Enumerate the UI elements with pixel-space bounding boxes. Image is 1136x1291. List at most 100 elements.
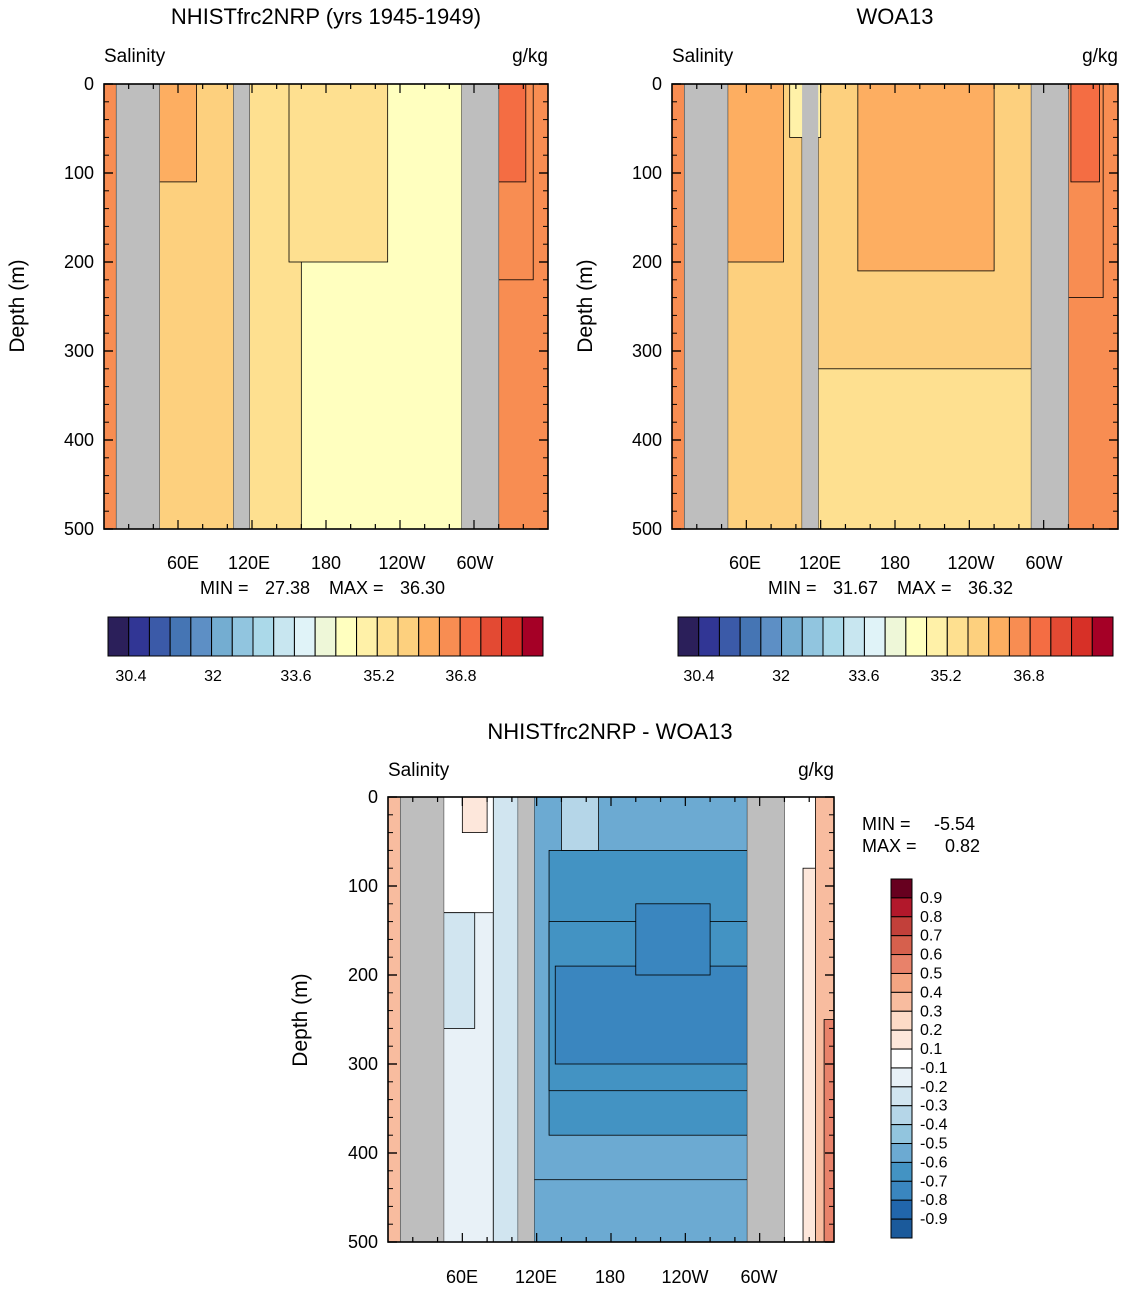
obs-right-string: g/kg (1082, 46, 1118, 67)
diff-cbar-label-10: -0.2 (920, 1079, 948, 1096)
diff-cbar-label-0: 0.9 (920, 890, 942, 907)
model-cbar-swatch-15 (418, 616, 440, 657)
diff-cbar-label-4: 0.5 (920, 965, 942, 982)
obs-colorbar (677, 616, 1114, 657)
model-min-value: 27.38 (265, 578, 310, 598)
model-field-region-2 (159, 83, 197, 183)
diff-field-region-4 (461, 796, 488, 833)
model-cbar-swatch-18 (480, 616, 503, 657)
diff-panel: NHISTfrc2NRP - WOA13 Salinity g/kg Depth… (289, 719, 980, 1287)
diff-cbar-label-6: 0.3 (920, 1003, 942, 1020)
obs-plot-area: 0 100 200 300 400 500 (632, 74, 1119, 539)
obs-min-label: MIN = (768, 578, 817, 598)
diff-min-value: -5.54 (934, 814, 975, 834)
diff-min-label: MIN = (862, 814, 911, 834)
obs-cbar-swatch-14 (967, 616, 990, 657)
diff-cbar-swatch-7 (890, 1010, 913, 1031)
diff-y-tick-label-0: 0 (368, 787, 378, 807)
diff-y-tick-label-500: 500 (348, 1232, 378, 1252)
diff-cbar-swatch-14 (890, 1143, 913, 1163)
diff-cbar-label-15: -0.7 (920, 1173, 948, 1190)
model-y-tick-label-400: 400 (64, 430, 94, 450)
model-cbar-swatch-16 (438, 616, 461, 657)
diff-cbar-swatch-17 (890, 1199, 913, 1220)
diff-left-string: Salinity (388, 760, 450, 781)
obs-panel: WOA13 Salinity g/kg Depth (m) 0 100 200 300… (574, 4, 1119, 685)
obs-field-region-9 (1070, 83, 1100, 183)
diff-cbar-swatch-6 (890, 991, 913, 1012)
model-cbar-swatch-11 (335, 616, 358, 657)
diff-stats: MIN = -5.54 MAX = 0.82 (862, 814, 980, 856)
obs-cbar-swatch-11 (905, 616, 928, 657)
diff-field-region-12 (561, 796, 600, 851)
model-land-band-1 (233, 84, 250, 529)
model-x-tick-180: 180 (311, 553, 341, 573)
obs-field-region-5 (857, 83, 995, 272)
diff-y-tick-label-400: 400 (348, 1143, 378, 1163)
diff-x-tick-180: 180 (595, 1267, 625, 1287)
diff-max-label: MAX = (862, 836, 917, 856)
obs-cbar-swatch-4 (760, 616, 783, 657)
model-x-tick-60e: 60E (167, 553, 199, 573)
obs-cbar-label-36.8: 36.8 (1013, 668, 1044, 685)
obs-cbar-swatch-17 (1029, 616, 1052, 657)
diff-cbar-label-11: -0.3 (920, 1098, 948, 1115)
diff-land-band-2 (747, 797, 785, 1242)
model-cbar-swatch-9 (293, 616, 316, 657)
diff-max-value: 0.82 (945, 836, 980, 856)
diff-cbar-label-5: 0.4 (920, 984, 942, 1001)
diff-land-band-1 (518, 797, 535, 1242)
model-cbar-label-33.6: 33.6 (280, 668, 311, 685)
obs-title: WOA13 (856, 4, 933, 29)
model-cbar-label-35.2: 35.2 (363, 668, 394, 685)
model-x-tick-120w: 120W (378, 553, 425, 573)
diff-cbar-swatch-1 (890, 897, 913, 918)
diff-cbar-label-17: -0.9 (920, 1211, 948, 1228)
obs-y-tick-label-100: 100 (632, 163, 662, 183)
obs-min-value: 31.67 (833, 578, 878, 598)
model-cbar-swatch-20 (521, 616, 544, 657)
diff-cbar-swatch-5 (890, 972, 913, 993)
obs-cbar-swatch-2 (718, 616, 741, 657)
diff-cbar-label-16: -0.8 (920, 1192, 948, 1209)
diff-cbar-label-8: 0.1 (920, 1041, 942, 1058)
obs-cbar-label-33.6: 33.6 (848, 668, 879, 685)
diff-cbar-swatch-11 (890, 1086, 913, 1107)
model-stats: MIN = 27.38 MAX = 36.30 (200, 578, 445, 598)
diff-cbar-label-7: 0.2 (920, 1022, 942, 1039)
model-right-string: g/kg (512, 46, 548, 67)
obs-max-value: 36.32 (968, 578, 1013, 598)
obs-cbar-swatch-3 (739, 616, 762, 657)
diff-cbar-swatch-10 (890, 1067, 913, 1088)
diff-cbar-label-13: -0.5 (920, 1136, 948, 1153)
model-cbar-swatch-1 (128, 616, 150, 657)
model-cbar-swatch-10 (314, 616, 337, 657)
obs-land-band-0 (684, 84, 728, 529)
obs-land-band-1 (802, 84, 819, 529)
diff-cbar-label-1: 0.8 (920, 909, 942, 926)
obs-cbar-swatch-5 (781, 616, 803, 657)
diff-cbar-swatch-4 (890, 954, 913, 974)
obs-left-string: Salinity (672, 46, 734, 67)
diff-colorbar-labels: 0.9 0.8 0.7 0.60.5 0.4 0.3 0.2 0.1 -0.1 -0.2 -0.3 -… (920, 890, 948, 1228)
obs-cbar-swatch-1 (698, 616, 720, 657)
diff-y-axis-label: Depth (m) (289, 973, 312, 1066)
diff-y-tick-label-300: 300 (348, 1054, 378, 1074)
obs-stats: MIN = 31.67 MAX = 36.32 (768, 578, 1013, 598)
obs-cbar-swatch-19 (1071, 616, 1093, 657)
diff-cbar-swatch-8 (890, 1029, 913, 1050)
diff-cbar-swatch-13 (890, 1124, 913, 1145)
obs-x-tick-60e: 60E (729, 553, 761, 573)
model-y-tick-label-200: 200 (64, 252, 94, 272)
obs-x-tick-180: 180 (880, 553, 910, 573)
model-colorbar (107, 616, 544, 657)
model-cbar-swatch-4 (190, 616, 213, 657)
diff-cbar-swatch-18 (890, 1218, 913, 1239)
obs-cbar-swatch-13 (946, 616, 969, 657)
model-min-label: MIN = (200, 578, 249, 598)
model-cbar-swatch-7 (252, 616, 275, 657)
model-cbar-swatch-0 (107, 616, 130, 657)
obs-max-label: MAX = (897, 578, 952, 598)
model-field-region-0 (103, 83, 117, 530)
